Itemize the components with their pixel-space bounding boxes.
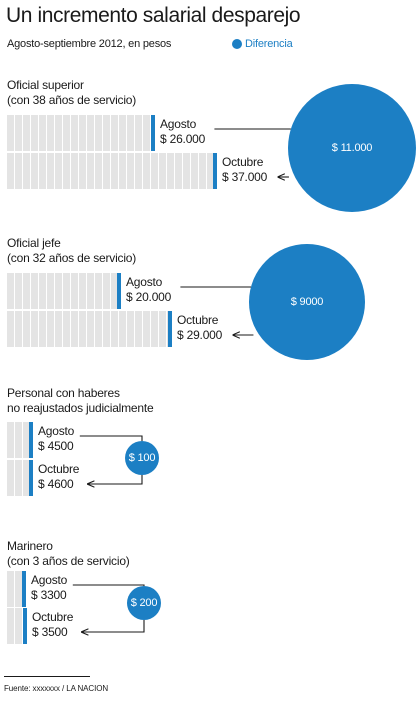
connector-agosto	[72, 584, 145, 586]
bar-cap	[22, 571, 26, 607]
bar-fill	[7, 460, 29, 496]
difference-value: $ 200	[130, 597, 158, 609]
bar-series-name: Octubre	[222, 155, 264, 169]
difference-circle: $ 9000	[249, 244, 365, 360]
bar-octubre	[7, 460, 33, 496]
legend-dot-icon	[232, 39, 242, 49]
chart-subtitle: Agosto-septiembre 2012, en pesos	[7, 38, 172, 50]
bar-series-name: Octubre	[38, 462, 80, 476]
group-label-line: (con 38 años de servicio)	[7, 93, 137, 107]
difference-circle: $ 100	[125, 441, 159, 475]
bar-fill	[7, 608, 23, 644]
chart-title: Un incremento salarial desparejo	[6, 4, 301, 27]
bar-value-label: Octubre $ 3500	[32, 610, 73, 640]
bar-agosto	[7, 273, 121, 309]
bar-value: $ 4500	[38, 439, 74, 453]
group-label-line: Marinero	[7, 539, 53, 553]
legend: Diferencia	[232, 38, 293, 50]
connector-agosto	[79, 435, 143, 441]
bar-octubre	[7, 608, 27, 644]
bar-value: $ 37.000	[222, 170, 268, 184]
group-label: Oficial jefe (con 32 años de servicio)	[7, 236, 136, 266]
bar-cap	[117, 273, 121, 309]
bar-cap	[168, 311, 172, 347]
source-note: Fuente: xxxxxxx / LA NACION	[4, 684, 108, 693]
group-label-line: Oficial superior	[7, 78, 84, 92]
group-label-line: (con 3 años de servicio)	[7, 554, 130, 568]
bar-series-name: Agosto	[31, 573, 68, 587]
group-label-line: Personal con haberes	[7, 386, 120, 400]
group-label: Personal con haberes no reajustados judic…	[7, 386, 154, 416]
bar-fill	[7, 422, 29, 458]
bar-value: $ 3300	[31, 588, 67, 602]
group-label-line: no reajustados judicialmente	[7, 401, 154, 415]
bar-octubre	[7, 311, 172, 347]
group-label-line: (con 32 años de servicio)	[7, 251, 137, 265]
bar-fill	[7, 571, 22, 607]
bar-value: $ 4600	[38, 477, 74, 491]
difference-value: $ 11.000	[331, 142, 373, 154]
difference-value: $ 100	[128, 452, 156, 464]
source-divider	[4, 676, 90, 677]
bar-value-label: Octubre $ 4600	[38, 462, 79, 492]
bar-cap	[213, 153, 217, 189]
bar-series-name: Agosto	[126, 275, 163, 289]
bar-cap	[29, 460, 33, 496]
bar-fill	[7, 273, 117, 309]
difference-circle: $ 200	[127, 586, 161, 620]
bar-series-name: Octubre	[32, 610, 74, 624]
bar-value-label: Agosto $ 3300	[31, 573, 67, 603]
group-label: Marinero (con 3 años de servicio)	[7, 539, 130, 569]
bar-cap	[23, 608, 27, 644]
bar-value-label: Agosto $ 20.000	[126, 275, 171, 305]
bar-agosto	[7, 115, 155, 151]
group-label-line: Oficial jefe	[7, 236, 61, 250]
bar-agosto	[7, 422, 33, 458]
connector-octubre	[82, 620, 145, 632]
bar-series-name: Agosto	[38, 424, 75, 438]
bar-value-label: Agosto $ 4500	[38, 424, 74, 454]
bar-fill	[7, 115, 151, 151]
legend-label: Diferencia	[245, 38, 293, 50]
difference-circle: $ 11.000	[288, 84, 416, 212]
bar-value: $ 29.000	[177, 328, 223, 342]
bar-agosto	[7, 571, 26, 607]
bar-value: $ 20.000	[126, 290, 172, 304]
bar-value-label: Agosto $ 26.000	[160, 117, 205, 147]
group-label: Oficial superior (con 38 años de servicio…	[7, 78, 136, 108]
bar-value-label: Octubre $ 29.000	[177, 313, 222, 343]
bar-series-name: Octubre	[177, 313, 219, 327]
bar-cap	[29, 422, 33, 458]
bar-series-name: Agosto	[160, 117, 197, 131]
bar-fill	[7, 311, 168, 347]
difference-value: $ 9000	[290, 295, 324, 308]
bar-value: $ 3500	[32, 625, 68, 639]
bar-fill	[7, 153, 213, 189]
bar-cap	[151, 115, 155, 151]
connector-octubre	[88, 475, 143, 484]
bar-octubre	[7, 153, 217, 189]
bar-value-label: Octubre $ 37.000	[222, 155, 267, 185]
bar-value: $ 26.000	[160, 132, 206, 146]
